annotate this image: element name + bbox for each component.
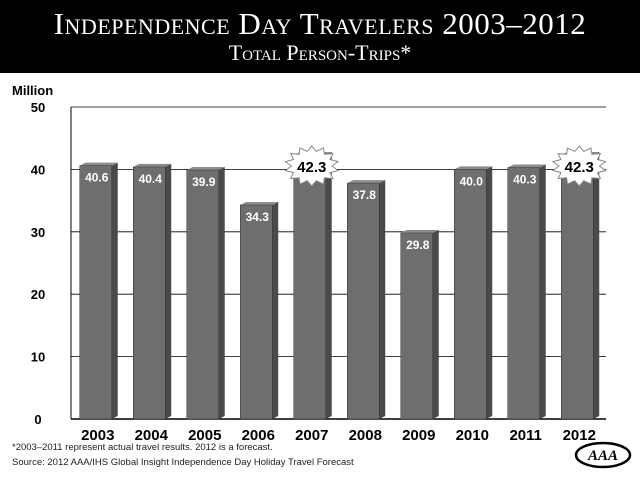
- chart-subtitle: Total Person-Trips*: [228, 40, 412, 65]
- svg-text:AAA: AAA: [587, 448, 618, 464]
- bar-side-2011: [539, 164, 546, 419]
- chart-title: Independence Day Travelers 2003–2012: [53, 6, 587, 41]
- bar-2005: [186, 169, 219, 420]
- data-label-2012: 42.3: [565, 159, 594, 176]
- y-tick-label-10: 10: [31, 350, 45, 365]
- bar-side-2003: [111, 162, 118, 419]
- data-label-2004: 40.4: [139, 172, 163, 186]
- bar-2009: [400, 232, 433, 420]
- data-label-2006: 34.3: [246, 210, 270, 224]
- bar-side-2009: [432, 230, 439, 419]
- y-tick-label-50: 50: [31, 100, 45, 115]
- y-tick-label-20: 20: [31, 287, 45, 302]
- x-tick-label-2004: 2004: [135, 427, 169, 440]
- bar-side-2012: [593, 152, 600, 419]
- x-tick-label-2006: 2006: [242, 427, 275, 440]
- bar-top-2006: [240, 201, 279, 205]
- bar-side-2005: [218, 167, 225, 419]
- bar-2011: [507, 167, 540, 420]
- x-tick-label-2008: 2008: [349, 427, 382, 440]
- x-tick-label-2007: 2007: [295, 427, 328, 440]
- data-label-2011: 40.3: [513, 173, 537, 187]
- y-axis-label: Million: [12, 83, 53, 98]
- x-tick-label-2009: 2009: [402, 427, 435, 440]
- bar-side-2006: [272, 201, 279, 419]
- y-tick-label-40: 40: [31, 162, 45, 177]
- chart-header: Independence Day Travelers 2003–2012 Tot…: [0, 0, 640, 73]
- bar-top-2004: [133, 163, 172, 167]
- burst-2007: [284, 145, 340, 187]
- bar-2012: [561, 154, 594, 420]
- bar-side-2008: [379, 180, 386, 419]
- bar-side-2004: [165, 163, 172, 419]
- x-tick-label-2011: 2011: [509, 427, 542, 440]
- bar-side-2007: [325, 152, 332, 419]
- bar-chart: Million 0 10 20 30 40 50 40.6 2003 40.4 2004 39.9 20…: [12, 83, 607, 440]
- data-label-2005: 39.9: [192, 175, 216, 189]
- bar-top-2005: [186, 167, 225, 171]
- data-label-2003: 40.6: [85, 171, 109, 185]
- x-tick-label-2012: 2012: [563, 427, 596, 440]
- x-tick-label-2003: 2003: [81, 427, 114, 440]
- bar-2004: [133, 166, 166, 420]
- bar-top-2010: [454, 166, 493, 170]
- bar-2008: [347, 182, 380, 420]
- aaa-logo: AAA: [574, 441, 632, 469]
- bar-top-2009: [400, 230, 439, 234]
- data-label-2009: 29.8: [406, 238, 430, 252]
- data-label-2007: 42.3: [297, 159, 326, 176]
- x-tick-label-2010: 2010: [456, 427, 489, 440]
- x-tick-label-2005: 2005: [188, 427, 221, 440]
- footnote: *2003–2011 represent actual travel resul…: [12, 442, 273, 453]
- burst-2012: [551, 145, 607, 187]
- bar-top-2003: [79, 162, 118, 166]
- bar-2003: [79, 165, 112, 420]
- bar-top-2008: [347, 180, 386, 184]
- bar-2007: [293, 154, 326, 420]
- data-label-2010: 40.0: [460, 174, 484, 188]
- bar-2006: [240, 204, 273, 420]
- data-label-2008: 37.8: [353, 188, 377, 202]
- y-tick-label-30: 30: [31, 225, 45, 240]
- bar-top-2011: [507, 164, 546, 168]
- bar-2010: [454, 169, 487, 420]
- bar-side-2010: [486, 166, 493, 419]
- source-note: Source: 2012 AAA/IHS Global Insight Inde…: [12, 457, 354, 468]
- y-tick-label-0: 0: [34, 412, 41, 427]
